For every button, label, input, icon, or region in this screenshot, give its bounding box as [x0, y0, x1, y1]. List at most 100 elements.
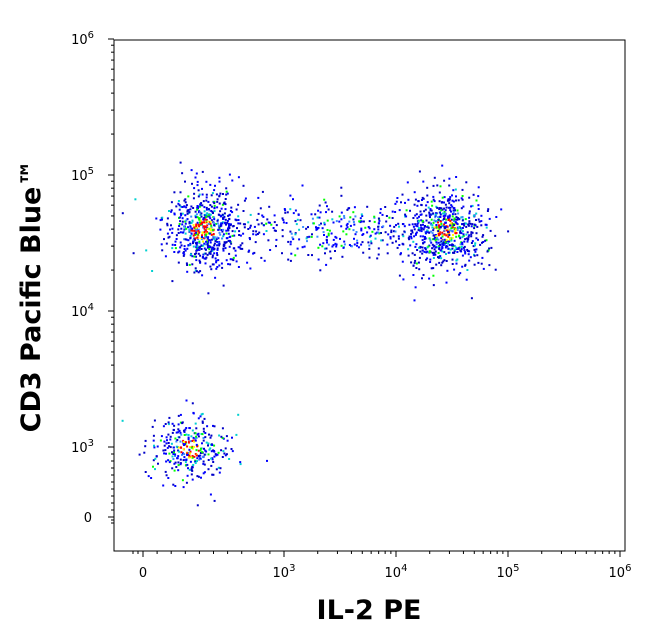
- scatter-point: [175, 440, 178, 443]
- scatter-point: [194, 269, 197, 272]
- scatter-point: [185, 458, 188, 461]
- scatter-point: [177, 228, 180, 231]
- scatter-point: [201, 274, 204, 277]
- scatter-point: [173, 451, 175, 454]
- scatter-point: [437, 252, 440, 254]
- scatter-point: [340, 186, 343, 189]
- scatter-point: [350, 245, 353, 248]
- scatter-point: [206, 220, 209, 223]
- scatter-point: [252, 230, 255, 233]
- scatter-point: [222, 233, 225, 236]
- scatter-point: [477, 204, 480, 207]
- scatter-point: [205, 196, 208, 199]
- scatter-point: [446, 269, 449, 272]
- scatter-point: [348, 244, 351, 246]
- scatter-point: [182, 439, 185, 442]
- scatter-point: [475, 232, 478, 235]
- scatter-point: [461, 265, 464, 268]
- scatter-point: [183, 429, 185, 432]
- scatter-point: [177, 469, 180, 472]
- scatter-point: [473, 227, 476, 230]
- scatter-point: [385, 215, 388, 217]
- scatter-point: [237, 176, 240, 179]
- scatter-point: [420, 219, 423, 222]
- scatter-point: [218, 244, 221, 247]
- scatter-point: [218, 471, 221, 474]
- scatter-point: [205, 199, 208, 202]
- scatter-point: [332, 238, 335, 241]
- scatter-point: [415, 213, 418, 216]
- scatter-point: [380, 239, 383, 242]
- scatter-point: [409, 244, 412, 247]
- scatter-point: [416, 223, 419, 226]
- scatter-point: [168, 210, 170, 212]
- scatter-point: [282, 221, 285, 224]
- scatter-point: [143, 451, 146, 454]
- scatter-point: [395, 200, 398, 203]
- scatter-point: [368, 235, 371, 238]
- scatter-point: [432, 234, 435, 237]
- scatter-point: [390, 229, 393, 232]
- scatter-point: [196, 216, 199, 219]
- scatter-point: [192, 245, 195, 248]
- scatter-point: [374, 237, 377, 240]
- scatter-point: [417, 229, 420, 231]
- scatter-point: [269, 249, 272, 251]
- scatter-point: [360, 229, 363, 232]
- scatter-point: [451, 243, 454, 246]
- scatter-point: [213, 200, 216, 203]
- scatter-point: [326, 229, 329, 231]
- scatter-point: [152, 459, 155, 462]
- scatter-point: [179, 446, 182, 449]
- scatter-point: [451, 226, 454, 229]
- scatter-point: [441, 235, 444, 238]
- scatter-point: [170, 201, 173, 204]
- scatter-point: [174, 453, 177, 456]
- scatter-point: [447, 229, 450, 232]
- scatter-point: [414, 223, 417, 226]
- scatter-point: [485, 239, 488, 242]
- scatter-point: [221, 427, 224, 430]
- scatter-point: [440, 207, 443, 210]
- scatter-point: [376, 257, 379, 260]
- scatter-point: [226, 192, 229, 195]
- scatter-point: [265, 230, 268, 232]
- scatter-point: [177, 446, 180, 449]
- scatter-point: [215, 238, 218, 240]
- scatter-point: [204, 436, 207, 439]
- scatter-point: [202, 200, 205, 203]
- scatter-point: [180, 214, 183, 217]
- scatter-point: [461, 216, 464, 218]
- scatter-point: [444, 241, 447, 244]
- scatter-point: [216, 453, 219, 456]
- scatter-point: [448, 199, 451, 202]
- scatter-point: [196, 231, 199, 234]
- scatter-point: [188, 229, 191, 232]
- scatter-point: [429, 238, 432, 241]
- scatter-point: [428, 214, 431, 217]
- scatter-point: [184, 249, 187, 252]
- scatter-point: [273, 221, 276, 224]
- scatter-point: [237, 222, 240, 225]
- scatter-point: [420, 230, 423, 233]
- scatter-point: [465, 225, 468, 228]
- scatter-point: [216, 252, 218, 255]
- scatter-point: [202, 244, 205, 247]
- scatter-point: [246, 261, 249, 264]
- scatter-point: [209, 183, 212, 186]
- scatter-point: [481, 235, 484, 238]
- scatter-point: [433, 176, 436, 179]
- scatter-point: [212, 212, 214, 214]
- scatter-point: [364, 226, 367, 229]
- scatter-point: [187, 226, 189, 229]
- scatter-point: [374, 232, 377, 235]
- scatter-point: [325, 263, 328, 266]
- scatter-point: [184, 232, 187, 235]
- scatter-point: [210, 450, 213, 453]
- scatter-point: [495, 216, 498, 218]
- scatter-point: [324, 252, 326, 255]
- scatter-point: [407, 198, 410, 201]
- scatter-point: [400, 201, 402, 204]
- scatter-point: [348, 228, 351, 231]
- scatter-point: [201, 433, 204, 436]
